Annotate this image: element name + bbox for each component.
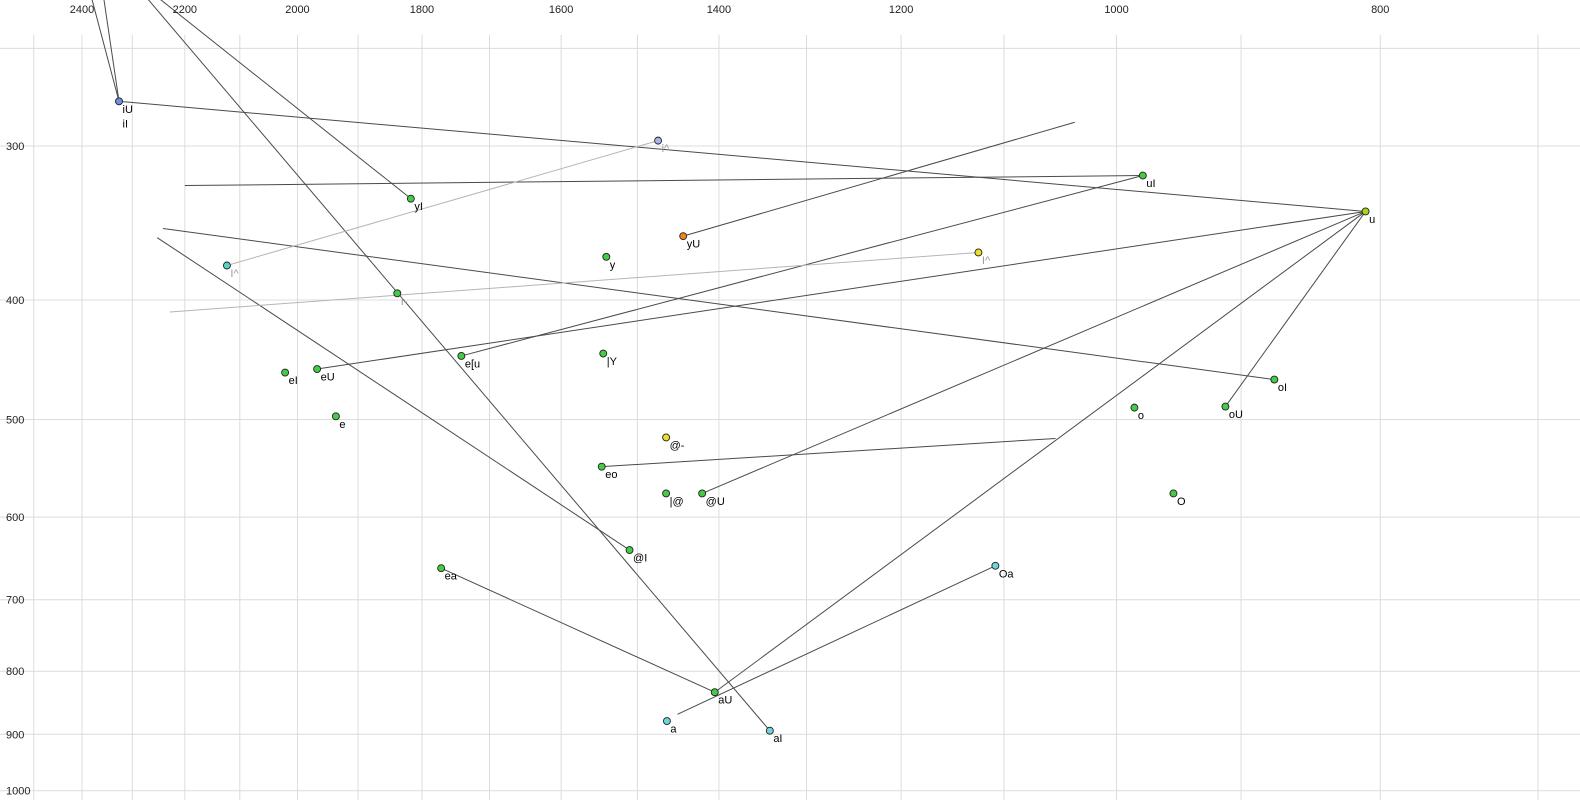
trajectory-line-ea [440, 567, 715, 693]
trajectory-line-eo [601, 437, 1056, 468]
vowel-point-i^[interactable] [654, 136, 663, 145]
trajectory-line-I- [169, 251, 979, 313]
vowel-label: aU [718, 695, 732, 707]
y-tick-label: 300 [6, 141, 24, 153]
vowel-point-@U[interactable] [698, 489, 707, 498]
vowel-label: @I [633, 553, 647, 565]
x-tick-label: 2400 [70, 4, 94, 16]
vowel-point-O[interactable] [1169, 489, 1178, 498]
y-tick-label: 800 [6, 666, 24, 678]
trajectory-line-eU [317, 210, 1366, 370]
y-tick-label: 900 [6, 729, 24, 741]
vowel-point-eU[interactable] [313, 365, 322, 373]
vowel-point-Oa[interactable] [991, 561, 1000, 570]
y-tick-label: 500 [6, 415, 24, 427]
trajectory-line-iI-tail-1 [91, 0, 120, 102]
vowel-label: a [670, 724, 677, 736]
vowel-label: I^ [982, 255, 991, 267]
vowel-point-aI[interactable] [765, 726, 774, 735]
vowel-point-ea[interactable] [437, 564, 446, 573]
vowel-point-eI[interactable] [281, 368, 290, 377]
trajectory-line-oU [1225, 211, 1366, 407]
vowel-label: oI [1278, 382, 1287, 394]
vowel-label: I- [401, 296, 408, 308]
vowel-point-yI[interactable] [406, 194, 415, 203]
vowel-label: |Y [607, 356, 618, 368]
vowel-label: @- [670, 440, 685, 452]
vowel-label: u [1369, 214, 1375, 226]
vowel-label: yI [414, 201, 423, 213]
x-tick-label: 800 [1371, 4, 1389, 16]
vowel-point-o[interactable] [1130, 403, 1139, 412]
vowel-point-aU[interactable] [710, 688, 719, 697]
vowel-point-I-[interactable] [393, 289, 402, 298]
vowel-label: iU [123, 104, 133, 116]
vowel-label: yU [687, 239, 701, 251]
trajectory-line-uI [184, 175, 1143, 187]
vowel-label: aI [773, 733, 782, 745]
vowel-point-u[interactable] [1361, 207, 1370, 216]
x-tick-label: 2200 [173, 4, 197, 16]
x-tick-label: 1200 [889, 4, 913, 16]
trajectory-line-aU [714, 211, 1366, 693]
x-tick-label: 1400 [707, 4, 731, 16]
vowel-label: eI [289, 375, 298, 387]
vowel-point-e[interactable] [331, 412, 340, 421]
vowel-label: Oa [999, 568, 1015, 580]
vowel-label: e[u [465, 358, 480, 370]
vowel-point-I^[interactable] [222, 261, 231, 270]
vowel-point-I^[interactable] [974, 248, 983, 257]
vowel-label: i^ [662, 143, 670, 155]
vowel-label: o [1138, 410, 1144, 422]
vowel-label: iI [123, 118, 129, 130]
trajectory-line-iU [118, 100, 1366, 212]
trajectory-line-@U [701, 210, 1366, 494]
y-tick-label: 1000 [6, 786, 30, 798]
vowel-point-y[interactable] [602, 252, 611, 261]
trajectory-line-yU [683, 121, 1075, 237]
vowel-label: e [339, 419, 345, 431]
x-tick-label: 1600 [549, 4, 573, 16]
vowel-point-e[u[interactable] [457, 351, 466, 360]
y-tick-label: 700 [6, 595, 24, 607]
vowel-point-iU[interactable] [115, 97, 123, 106]
x-tick-label: 1000 [1104, 4, 1128, 16]
vowel-point-a[interactable] [662, 717, 671, 725]
y-tick-label: 600 [6, 512, 24, 524]
vowel-label: @U [706, 496, 725, 508]
vowel-label: oU [1229, 409, 1243, 421]
vowel-point-eo[interactable] [597, 462, 606, 471]
vowel-label: uI [1146, 178, 1155, 190]
trajectory-line-I^ [226, 140, 659, 266]
vowel-point-@-[interactable] [662, 433, 671, 442]
vowel-label: I^ [230, 268, 239, 280]
y-tick-label: 400 [6, 295, 24, 307]
vowel-label: O [1177, 496, 1186, 508]
trajectory-line-iU-tail-2 [103, 0, 120, 102]
vowel-point-@I[interactable] [625, 546, 634, 555]
x-tick-label: 2000 [285, 4, 309, 16]
vowel-point-oU[interactable] [1221, 402, 1230, 411]
vowel-point-uI[interactable] [1138, 171, 1147, 180]
vowel-label: ea [445, 571, 458, 583]
x-tick-label: 1800 [410, 4, 434, 16]
vowel-label: y [610, 259, 616, 271]
vowel-label: eo [605, 469, 617, 481]
vowel-point-|@[interactable] [662, 489, 671, 498]
vowel-point-oI[interactable] [1270, 375, 1279, 384]
trajectory-line-@I [156, 237, 630, 551]
trajectory-line-oI [162, 228, 1275, 381]
trajectory-line-yI [160, 0, 412, 200]
vowel-label: eU [321, 372, 335, 384]
vowel-point-yU[interactable] [679, 232, 688, 241]
vowel-point-|Y[interactable] [599, 349, 608, 358]
trajectory-line-Oa [677, 565, 996, 715]
vowel-label: |@ [670, 496, 684, 508]
trajectory-line-aI [147, 0, 771, 732]
